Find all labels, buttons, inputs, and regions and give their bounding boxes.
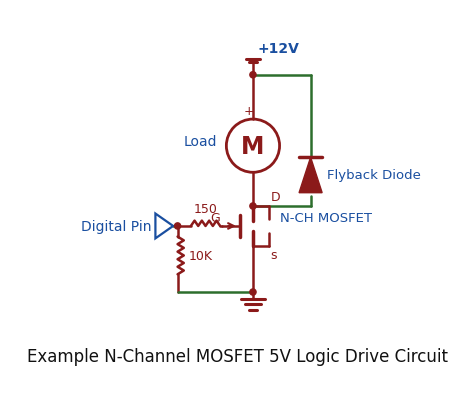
Text: Flyback Diode: Flyback Diode xyxy=(327,169,420,182)
Text: G: G xyxy=(210,212,220,225)
Circle shape xyxy=(250,289,256,295)
Circle shape xyxy=(250,72,256,78)
Text: 150: 150 xyxy=(193,203,218,216)
Text: Load: Load xyxy=(184,135,218,149)
Text: Example N-Channel MOSFET 5V Logic Drive Circuit: Example N-Channel MOSFET 5V Logic Drive … xyxy=(27,347,447,365)
Text: s: s xyxy=(271,248,277,261)
Text: +: + xyxy=(244,105,255,118)
Polygon shape xyxy=(299,158,322,193)
Text: 10K: 10K xyxy=(188,249,212,262)
Text: M: M xyxy=(241,134,264,158)
Text: N-CH MOSFET: N-CH MOSFET xyxy=(280,211,372,224)
Circle shape xyxy=(250,204,256,209)
Circle shape xyxy=(174,223,181,230)
Text: D: D xyxy=(271,191,280,204)
Text: +12V: +12V xyxy=(257,42,299,56)
Text: Digital Pin: Digital Pin xyxy=(82,219,152,233)
